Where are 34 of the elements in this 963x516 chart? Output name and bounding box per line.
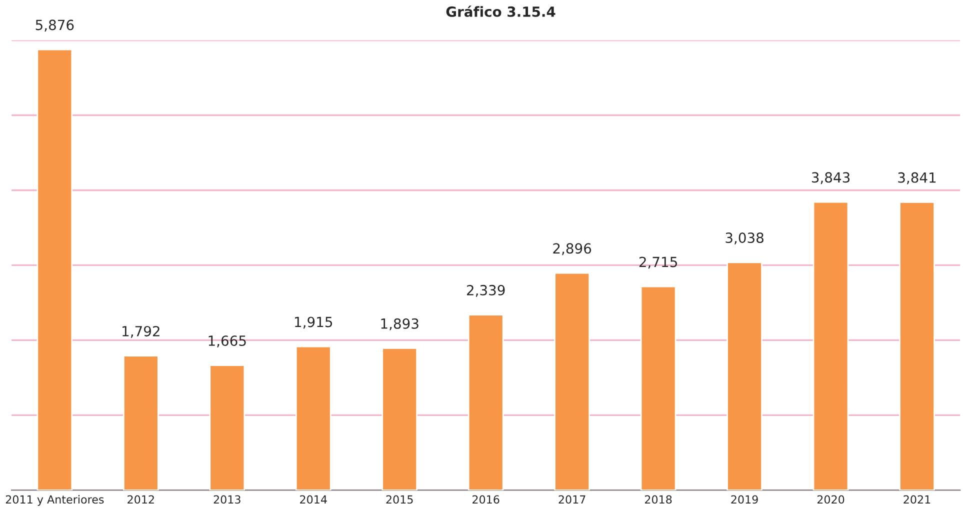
x-tick-label: 2011 y Anteriores	[6, 495, 104, 506]
data-label: 3,038	[726, 232, 764, 244]
x-tick-label: 2021	[904, 495, 930, 504]
bar	[36, 48, 73, 490]
chart-title: Gráfico 3.15.4	[446, 6, 556, 17]
data-label: 1,792	[122, 326, 160, 338]
data-label: 5,876	[36, 20, 74, 32]
data-label: 2,896	[553, 243, 592, 256]
x-tick-label: 2019	[731, 495, 758, 504]
bar	[209, 364, 246, 490]
bar	[295, 346, 332, 490]
bar	[468, 314, 504, 490]
data-label: 2,339	[466, 284, 505, 297]
data-label: 1,915	[295, 316, 332, 329]
x-tick-label: 2020	[817, 495, 844, 504]
data-label: 1,665	[208, 335, 246, 348]
bar	[122, 355, 159, 490]
data-label: 1,893	[381, 318, 418, 330]
bar	[382, 348, 418, 490]
x-tick-label: 2012	[128, 495, 154, 504]
data-label: 3,843	[812, 172, 850, 184]
bar	[812, 201, 849, 490]
bar	[554, 272, 590, 490]
x-tick-label: 2013	[214, 495, 240, 504]
bar	[899, 201, 935, 490]
x-tick-label: 2018	[644, 495, 672, 504]
x-tick-label: 2014	[300, 495, 327, 504]
data-label: 3,841	[898, 172, 936, 184]
bar	[640, 286, 676, 490]
x-tick-label: 2017	[558, 495, 586, 504]
x-tick-label: 2016	[472, 495, 500, 504]
data-label: 2,715	[639, 256, 677, 269]
bar	[726, 262, 762, 490]
x-tick-label: 2015	[386, 495, 413, 504]
